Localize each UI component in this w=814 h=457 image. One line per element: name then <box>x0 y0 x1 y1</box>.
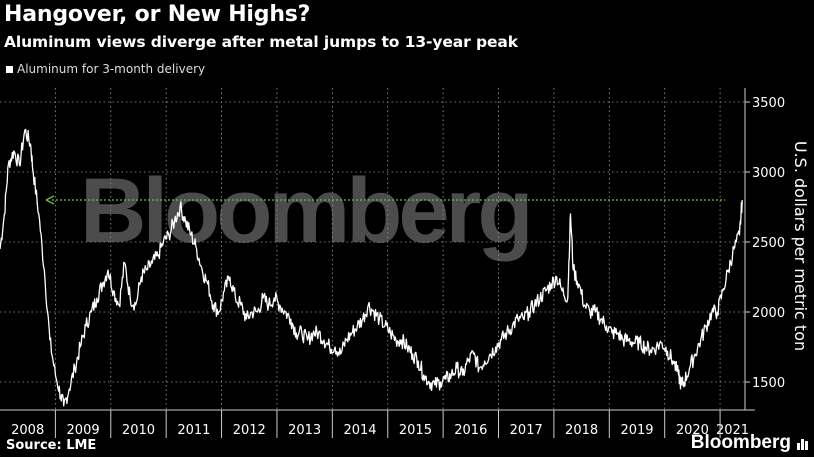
x-tick-label: 2013 <box>288 423 321 438</box>
y-axis-label: U.S. dollars per metric ton <box>791 141 810 351</box>
x-tick-label: 2017 <box>510 423 543 438</box>
y-tick-label: 2500 <box>752 236 785 251</box>
x-tick-label: 2008 <box>11 423 44 438</box>
grid <box>0 88 755 411</box>
x-tick-label: 2012 <box>233 423 266 438</box>
x-tick-label: 2009 <box>67 423 100 438</box>
x-tick-label: 2021 <box>716 423 749 438</box>
bar-chart-icon <box>797 438 808 450</box>
reference-line <box>45 195 725 205</box>
legend-swatch <box>6 65 13 73</box>
brand-name: Bloomberg <box>690 432 791 453</box>
watermark: Bloomberg <box>80 160 530 262</box>
reference-arrow <box>45 195 55 205</box>
legend-label: Aluminum for 3-month delivery <box>17 62 206 76</box>
x-axis: 2008 2009 2010 2011 2012 2013 2014 2015 2016 2017… <box>11 410 749 438</box>
y-tick-label: 2000 <box>752 306 785 321</box>
chart-title: Hangover, or New Highs? <box>4 2 311 27</box>
y-tick-label: 1500 <box>752 376 785 391</box>
x-tick-label: 2011 <box>177 423 210 438</box>
legend: Aluminum for 3-month delivery <box>6 62 205 76</box>
x-tick-label: 2014 <box>343 423 376 438</box>
x-tick-label: 2015 <box>399 423 432 438</box>
y-tick-label: 3000 <box>752 166 785 181</box>
x-tick-label: 2016 <box>454 423 487 438</box>
series-line-aluminum <box>0 128 743 407</box>
y-axis: 1500 2000 2500 3000 3500 <box>745 96 785 391</box>
chart-subtitle: Aluminum views diverge after metal jumps… <box>4 33 518 51</box>
x-tick-label: 2019 <box>620 423 653 438</box>
x-tick-label: 2010 <box>122 423 155 438</box>
source-note: Source: LME <box>6 438 97 453</box>
x-tick-label: 2018 <box>565 423 598 438</box>
series-group <box>0 128 743 407</box>
brand-logo: Bloomberg <box>691 432 808 454</box>
x-tick-label: 2020 <box>676 423 709 438</box>
y-tick-label: 3500 <box>752 96 785 111</box>
